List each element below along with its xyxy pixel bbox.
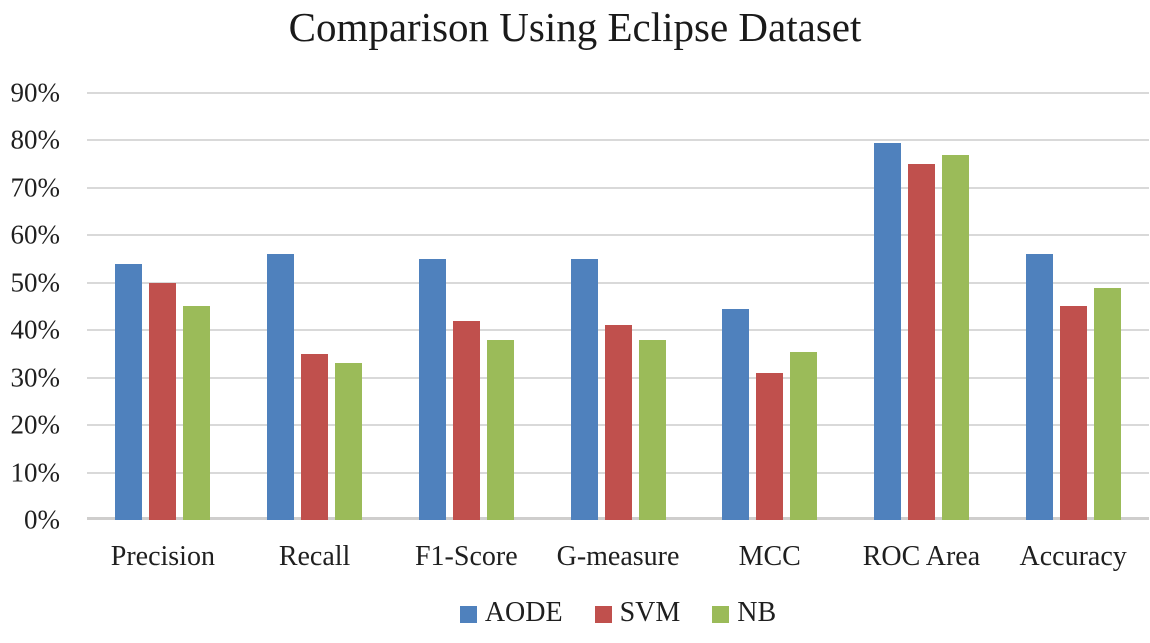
y-tick-label-90-: 90% xyxy=(10,77,61,108)
legend-label: SVM xyxy=(619,597,681,628)
y-axis: 0% 10% 20% 30% 40% 50% 60% 70% 80% 90% xyxy=(0,78,61,535)
gridline-90% xyxy=(87,92,1149,94)
gridline-80% xyxy=(87,139,1149,141)
y-tick-label-10-: 10% xyxy=(10,457,61,488)
y-tick-label-80-: 80% xyxy=(10,124,61,155)
legend-item-svm: SVM xyxy=(594,597,681,629)
legend-swatch-icon xyxy=(459,605,477,623)
bar-svm-f1-score xyxy=(452,321,480,520)
chart-title: Comparison Using Eclipse Dataset xyxy=(288,4,862,50)
y-tick-label-70-: 70% xyxy=(10,172,61,203)
gridline-50% xyxy=(87,282,1149,284)
x-label-accuracy: Accuracy xyxy=(1019,541,1127,572)
bar-aode-accuracy xyxy=(1025,254,1053,520)
bar-aode-g-measure xyxy=(570,259,598,520)
bar-nb-f1-score xyxy=(486,340,514,520)
x-label-recall: Recall xyxy=(278,541,351,572)
bar-nb-precision xyxy=(183,306,211,520)
y-tick-label-40-: 40% xyxy=(10,314,61,345)
bar-group-accuracy xyxy=(997,93,1149,520)
gridline-60% xyxy=(87,234,1149,236)
legend-item-aode: AODE xyxy=(459,597,563,629)
x-label-f1-score: F1-Score xyxy=(414,541,518,572)
bar-svm-mcc xyxy=(756,373,784,520)
plot-area xyxy=(87,92,1149,520)
x-axis: Precision Recall F1-Score G-measure MCC ROC A… xyxy=(87,537,1149,577)
bar-group-roc-area xyxy=(846,93,998,520)
legend-item-nb: NB xyxy=(712,597,776,629)
y-tick-label-50-: 50% xyxy=(10,267,61,298)
bar-nb-mcc xyxy=(790,352,818,520)
legend-label: AODE xyxy=(484,597,563,628)
bar-nb-recall xyxy=(335,363,363,520)
bar-nb-roc-area xyxy=(941,155,969,520)
bar-group-precision xyxy=(87,93,239,520)
bar-svm-g-measure xyxy=(604,325,632,520)
gridline-70% xyxy=(87,187,1149,189)
legend: AODE SVM NB xyxy=(87,597,1149,629)
x-label-precision: Precision xyxy=(110,541,215,572)
x-label-g-measure: G-measure xyxy=(556,541,680,572)
bar-aode-recall xyxy=(267,254,295,520)
bar-aode-mcc xyxy=(722,309,750,520)
y-tick-label-30-: 30% xyxy=(10,362,61,393)
bar-aode-precision xyxy=(115,264,143,520)
x-label-mcc: MCC xyxy=(738,541,801,572)
legend-swatch-icon xyxy=(712,605,730,623)
y-tick-label-60-: 60% xyxy=(10,219,61,250)
bar-svm-roc-area xyxy=(907,164,935,520)
bar-svm-precision xyxy=(149,283,177,520)
bar-nb-accuracy xyxy=(1093,288,1121,520)
bar-aode-roc-area xyxy=(873,143,901,520)
x-label-roc-area: ROC Area xyxy=(862,541,981,572)
bar-nb-g-measure xyxy=(638,340,666,520)
bar-svm-recall xyxy=(301,354,329,520)
bar-group-g-measure xyxy=(542,93,694,520)
bar-svm-accuracy xyxy=(1059,306,1087,520)
bar-groups xyxy=(87,93,1149,520)
y-tick-label-0-: 0% xyxy=(24,504,60,535)
bar-group-f1-score xyxy=(390,93,542,520)
bar-group-recall xyxy=(239,93,391,520)
bar-group-mcc xyxy=(694,93,846,520)
y-tick-label-20-: 20% xyxy=(10,409,61,440)
legend-label: NB xyxy=(737,597,777,628)
bar-aode-f1-score xyxy=(418,259,446,520)
legend-swatch-icon xyxy=(594,605,612,623)
